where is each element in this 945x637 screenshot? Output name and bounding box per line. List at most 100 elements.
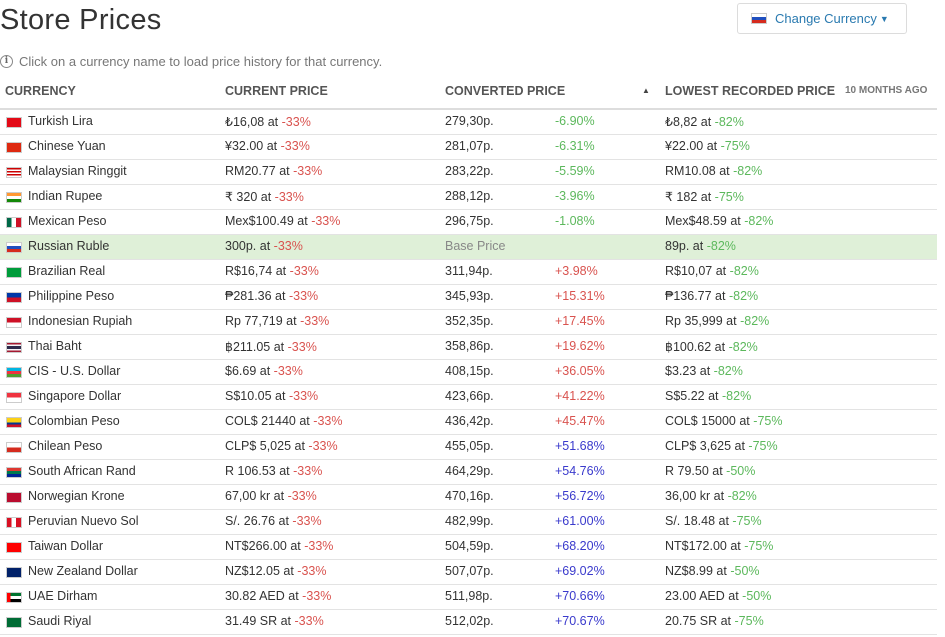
info-icon: i [0, 55, 13, 68]
current-price: Rp 77,719 at -33% [225, 314, 329, 328]
current-price: 67,00 kr at -33% [225, 489, 317, 503]
lowest-price-value: ₹ 182 at [665, 190, 712, 204]
current-discount: -33% [308, 439, 338, 453]
currency-name-link[interactable]: Colombian Peso [28, 414, 120, 428]
converted-price: 455,05p. [445, 439, 494, 453]
currency-name-link[interactable]: Malaysian Ringgit [28, 164, 127, 178]
currency-name-link[interactable]: Saudi Riyal [28, 614, 92, 628]
table-row: CIS - U.S. Dollar $6.69 at -33% 408,15p.… [0, 360, 937, 385]
table-row: Norwegian Krone 67,00 kr at -33% 470,16p… [0, 485, 937, 510]
currency-name-link[interactable]: Norwegian Krone [28, 489, 125, 503]
current-discount: -33% [293, 464, 323, 478]
currency-name-link[interactable]: Chinese Yuan [28, 139, 106, 153]
flag-cl-icon [6, 442, 22, 453]
current-price-value: ₺16,08 at [225, 115, 279, 129]
header-converted-price[interactable]: CONVERTED PRICE [445, 84, 566, 98]
currency-name-link[interactable]: Singapore Dollar [28, 389, 122, 403]
lowest-price: S/. 18.48 at -75% [665, 514, 762, 528]
converted-price: 345,93p. [445, 289, 494, 303]
currency-name-link[interactable]: Taiwan Dollar [28, 539, 104, 553]
lowest-price-value: NZ$8.99 at [665, 564, 727, 578]
lowest-discount: -82% [740, 314, 770, 328]
current-price-value: 67,00 kr at [225, 489, 285, 503]
converted-percent: +36.05% [555, 364, 605, 378]
table-row: Indonesian Rupiah Rp 77,719 at -33% 352,… [0, 310, 937, 335]
current-discount: -33% [297, 564, 327, 578]
converted-price: Base Price [445, 239, 506, 253]
converted-price: 352,35p. [445, 314, 494, 328]
table-header-row: CURRENCY CURRENT PRICE CONVERTED PRICE ▲… [0, 78, 937, 110]
lowest-discount: -50% [742, 589, 772, 603]
flag-sg-icon [6, 392, 22, 403]
currency-name-link[interactable]: UAE Dirham [28, 589, 98, 603]
flag-az-icon [6, 367, 22, 378]
converted-percent: +3.98% [555, 264, 598, 278]
converted-price: 423,66p. [445, 389, 494, 403]
currency-name-link[interactable]: Chilean Peso [28, 439, 103, 453]
converted-price: 511,98p. [445, 589, 493, 603]
converted-price: 507,07p. [445, 564, 494, 578]
lowest-discount: -75% [753, 414, 783, 428]
lowest-discount: -82% [728, 340, 758, 354]
current-discount: -33% [288, 389, 319, 403]
flag-pe-icon [6, 517, 22, 528]
current-discount: -33% [274, 190, 304, 204]
converted-percent: +54.76% [555, 464, 605, 478]
sort-asc-icon: ▲ [642, 86, 650, 95]
lowest-price: NZ$8.99 at -50% [665, 564, 760, 578]
currency-name-link[interactable]: Indian Rupee [28, 189, 103, 203]
currency-name-link[interactable]: CIS - U.S. Dollar [28, 364, 121, 378]
converted-percent: -3.96% [555, 189, 595, 203]
header-currency[interactable]: CURRENCY [5, 84, 76, 98]
currency-name-link[interactable]: Indonesian Rupiah [28, 314, 133, 328]
prices-table: CURRENCY CURRENT PRICE CONVERTED PRICE ▲… [0, 78, 937, 635]
flag-mx-icon [6, 217, 22, 228]
lowest-price-value: ฿100.62 at [665, 340, 726, 354]
lowest-price: S$5.22 at -82% [665, 389, 751, 403]
lowest-price: NT$172.00 at -75% [665, 539, 773, 553]
header-current-price[interactable]: CURRENT PRICE [225, 84, 328, 98]
table-row: Chilean Peso CLP$ 5,025 at -33% 455,05p.… [0, 435, 937, 460]
currency-name-link[interactable]: Thai Baht [28, 339, 82, 353]
lowest-price: R 79.50 at -50% [665, 464, 755, 478]
current-price-value: $6.69 at [225, 364, 271, 378]
table-row: New Zealand Dollar NZ$12.05 at -33% 507,… [0, 560, 937, 585]
change-currency-button[interactable]: Change Currency ▼ [737, 3, 907, 34]
current-price: RM20.77 at -33% [225, 164, 322, 178]
flag-sa-icon [6, 617, 22, 628]
lowest-discount: -82% [733, 164, 763, 178]
flag-tr-icon [6, 117, 22, 128]
lowest-discount: -75% [732, 514, 762, 528]
currency-name-link[interactable]: South African Rand [28, 464, 136, 478]
converted-percent: +69.02% [555, 564, 605, 578]
flag-id-icon [6, 317, 22, 328]
lowest-price: ¥22.00 at -75% [665, 139, 750, 153]
current-price: ₹ 320 at -33% [225, 189, 304, 204]
converted-percent: +45.47% [555, 414, 605, 428]
flag-ru-icon [6, 242, 22, 253]
current-price-value: ₹ 320 at [225, 190, 272, 204]
current-price-value: COL$ 21440 at [225, 414, 310, 428]
header-lowest-price[interactable]: LOWEST RECORDED PRICE [665, 84, 836, 98]
currency-name-link[interactable]: Philippine Peso [28, 289, 115, 303]
page-title: Store Prices [0, 4, 162, 36]
flag-ru-icon [751, 13, 767, 24]
converted-percent: +70.67% [555, 614, 605, 628]
currency-name-link[interactable]: Mexican Peso [28, 214, 107, 228]
change-currency-label: Change Currency [775, 11, 877, 26]
flag-ph-icon [6, 292, 22, 303]
currency-name-link[interactable]: New Zealand Dollar [28, 564, 138, 578]
currency-name-link[interactable]: Russian Ruble [28, 239, 110, 253]
currency-name-link[interactable]: Peruvian Nuevo Sol [28, 514, 139, 528]
current-price-value: ¥32.00 at [225, 139, 278, 153]
table-row: Malaysian Ringgit RM20.77 at -33% 283,22… [0, 160, 937, 185]
lowest-price-value: $3.23 at [665, 364, 711, 378]
current-price: NT$266.00 at -33% [225, 539, 333, 553]
lowest-price: $3.23 at -82% [665, 364, 743, 378]
lowest-discount: -82% [729, 264, 759, 278]
current-price-value: ฿211.05 at [225, 340, 285, 354]
flag-nz-icon [6, 567, 22, 578]
currency-name-link[interactable]: Brazilian Real [28, 264, 106, 278]
converted-percent: +70.66% [555, 589, 605, 603]
currency-name-link[interactable]: Turkish Lira [28, 114, 93, 128]
